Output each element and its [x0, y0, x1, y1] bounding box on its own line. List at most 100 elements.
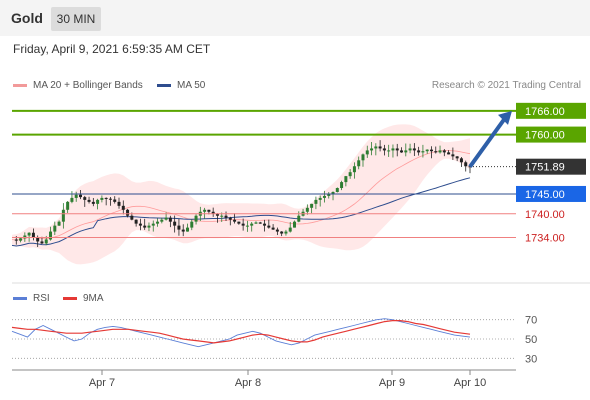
candle-body	[447, 152, 451, 155]
candle-body	[374, 146, 378, 149]
candle-body	[305, 207, 309, 212]
legend-9ma: 9MA	[63, 293, 104, 304]
candle-body	[113, 199, 117, 202]
candle-body	[280, 231, 284, 234]
candle-body	[36, 237, 40, 242]
candle-body	[391, 148, 395, 151]
candle-body	[151, 223, 155, 226]
candle-body	[78, 194, 82, 198]
candle-body	[108, 198, 112, 200]
candle-body	[237, 221, 241, 224]
candle-body	[395, 148, 399, 151]
candle-body	[250, 223, 254, 226]
ma20-line	[11, 150, 471, 241]
level-label-1766.00: 1766.00	[525, 106, 565, 118]
candle-body	[271, 227, 275, 230]
timeframe-badge[interactable]: 30 MIN	[51, 7, 101, 31]
candle-body	[57, 221, 61, 226]
candle-body	[340, 182, 344, 189]
candle-body	[40, 241, 44, 244]
candle-body	[147, 225, 151, 228]
candle-body	[335, 188, 339, 192]
candle-body	[203, 209, 207, 212]
candle-body	[104, 197, 108, 199]
candle-body	[224, 215, 228, 218]
candle-body	[66, 201, 70, 210]
candle-body	[173, 221, 177, 226]
candle-body	[408, 148, 412, 151]
candle-body	[74, 194, 78, 198]
candle-body	[425, 149, 429, 152]
rsi-swatch	[13, 296, 27, 300]
candle-body	[438, 150, 442, 153]
chart-header: Gold 30 MIN	[0, 0, 590, 36]
candle-body	[297, 215, 301, 222]
candle-body	[27, 232, 31, 236]
candle-body	[168, 217, 172, 222]
candle-body	[61, 209, 65, 222]
candle-body	[31, 232, 35, 238]
candle-body	[421, 151, 425, 153]
candle-body	[96, 199, 100, 204]
credit-text: Research © 2021 Trading Central	[431, 80, 581, 91]
candle-body	[288, 227, 292, 232]
candle-body	[134, 219, 138, 224]
candle-body	[434, 151, 438, 153]
ma50-line	[11, 177, 471, 247]
candle-body	[464, 162, 468, 167]
candle-body	[451, 154, 455, 157]
candle-body	[181, 229, 185, 232]
candle-body	[44, 239, 48, 244]
candle-body	[23, 235, 27, 239]
candle-body	[429, 149, 433, 152]
candle-body	[228, 217, 232, 220]
candle-body	[344, 176, 348, 183]
candle-body	[361, 154, 365, 161]
candle-body	[117, 201, 121, 206]
candle-body	[53, 225, 57, 232]
candle-body	[258, 222, 262, 224]
candle-body	[211, 211, 215, 214]
candle-body	[177, 225, 181, 230]
legend-rsi-label: RSI	[33, 293, 50, 304]
candle-body	[412, 148, 416, 151]
candle-body	[49, 231, 53, 240]
candle-body	[459, 158, 463, 163]
candle-body	[194, 215, 198, 222]
candle-body	[215, 213, 219, 216]
candle-body	[275, 229, 279, 232]
candle-body	[314, 199, 318, 204]
ma50-swatch	[157, 83, 171, 87]
level-label-1745.00: 1745.00	[525, 189, 565, 201]
candle-body	[14, 239, 18, 241]
rsi-tick-label: 70	[525, 315, 537, 327]
candle-body	[387, 150, 391, 152]
candle-body	[70, 197, 74, 202]
candle-body	[100, 197, 104, 200]
candle-body	[357, 160, 361, 167]
candle-body	[417, 150, 421, 153]
legend-rsi: RSI	[13, 293, 50, 304]
candle-body	[87, 199, 91, 202]
candle-body	[130, 215, 134, 220]
candle-body	[318, 197, 322, 200]
candle-body	[233, 219, 237, 222]
legend-9ma-label: 9MA	[83, 293, 104, 304]
level-label-1760.00: 1760.00	[525, 130, 565, 142]
bollinger-band-fill	[12, 124, 470, 265]
level-label-1734.00: 1734.00	[525, 233, 565, 245]
candle-body	[322, 195, 326, 198]
candle-body	[241, 223, 245, 226]
candle-body	[263, 223, 267, 226]
candle-body	[370, 148, 374, 151]
candle-body	[245, 225, 249, 227]
bollinger-swatch	[13, 83, 27, 87]
rsi-tick-label: 50	[525, 334, 537, 346]
legend-ma50-label: MA 50	[177, 80, 206, 91]
candle-body	[267, 225, 271, 228]
legend-bollinger-label: MA 20 + Bollinger Bands	[33, 80, 143, 91]
symbol-title: Gold	[11, 10, 43, 26]
forecast-arrow-head	[498, 110, 512, 125]
candle-body	[185, 227, 189, 232]
candle-body	[160, 219, 164, 222]
